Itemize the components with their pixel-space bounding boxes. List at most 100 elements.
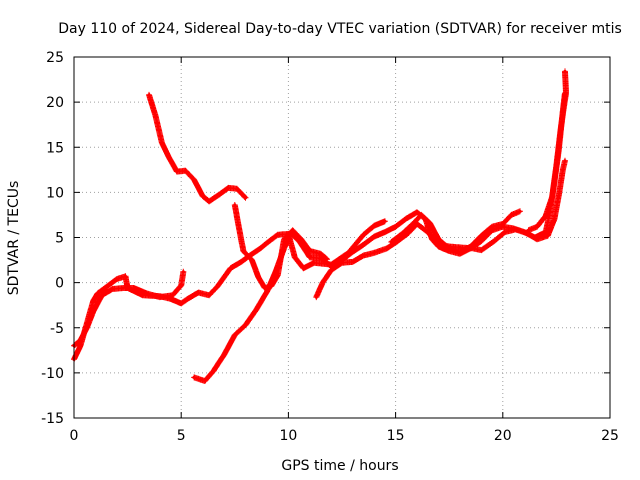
- data-point: [175, 170, 179, 174]
- data-point: [436, 243, 441, 247]
- data-point: [243, 196, 248, 200]
- data-point: [394, 225, 398, 229]
- data-layer: [71, 68, 569, 384]
- series-trace-3: [146, 91, 249, 205]
- data-point: [85, 326, 89, 330]
- data-point: [564, 91, 568, 95]
- data-point: [250, 258, 254, 262]
- data-point: [428, 221, 432, 225]
- chart-title: Day 110 of 2024, Sidereal Day-to-day VTE…: [58, 21, 622, 37]
- data-point: [115, 277, 119, 281]
- plot-frame: [73, 56, 611, 419]
- x-tick-label: 5: [177, 428, 186, 444]
- y-tick-label: 10: [46, 185, 64, 201]
- data-point: [179, 283, 183, 287]
- x-tick-label: 10: [279, 428, 297, 444]
- data-point: [207, 293, 211, 297]
- data-point: [372, 251, 376, 255]
- data-point: [312, 261, 316, 265]
- data-point: [325, 257, 329, 261]
- data-point: [563, 159, 567, 163]
- data-point: [415, 210, 419, 214]
- data-point: [372, 224, 376, 228]
- data-point: [361, 253, 366, 258]
- data-point: [233, 203, 237, 207]
- y-tick-label: 15: [46, 140, 64, 156]
- data-point: [192, 375, 196, 379]
- data-point: [479, 234, 483, 238]
- data-point: [282, 237, 286, 241]
- data-point: [479, 248, 483, 252]
- data-point: [123, 274, 128, 278]
- data-point: [492, 239, 496, 243]
- data-point: [183, 169, 188, 173]
- data-point: [361, 233, 366, 237]
- data-point: [509, 213, 513, 217]
- data-point: [351, 260, 355, 264]
- y-tick-label: -5: [50, 321, 64, 337]
- data-point: [458, 245, 462, 250]
- x-tick-label: 20: [494, 428, 512, 444]
- data-point: [181, 270, 185, 274]
- data-point: [400, 232, 404, 236]
- data-point: [263, 286, 267, 290]
- data-point: [186, 297, 190, 301]
- data-point: [563, 69, 567, 74]
- data-point: [361, 243, 366, 247]
- data-point: [546, 234, 550, 238]
- data-point: [121, 286, 125, 290]
- data-point: [201, 194, 205, 198]
- data-point: [556, 195, 561, 199]
- data-point: [535, 225, 539, 229]
- data-point: [276, 273, 280, 278]
- data-point: [389, 240, 393, 244]
- data-point: [544, 214, 548, 218]
- data-point: [226, 186, 230, 190]
- data-point: [158, 295, 162, 299]
- data-point: [372, 234, 376, 239]
- x-tick-label: 0: [70, 428, 79, 444]
- data-point: [235, 187, 239, 191]
- data-point: [321, 281, 325, 285]
- y-tick-label: 0: [55, 276, 64, 292]
- series-trace-6: [313, 157, 568, 301]
- x-tick-label: 15: [387, 428, 405, 444]
- data-point: [458, 250, 462, 254]
- y-tick-label: -10: [41, 366, 64, 382]
- x-axis-label: GPS time / hours: [281, 458, 398, 474]
- series-trace-7: [388, 208, 523, 255]
- data-point: [490, 225, 494, 229]
- data-point: [258, 246, 263, 250]
- data-point: [447, 246, 451, 250]
- data-point: [203, 379, 207, 383]
- data-point: [479, 239, 483, 243]
- data-point: [216, 284, 220, 288]
- data-point: [207, 199, 211, 203]
- data-point: [91, 299, 95, 303]
- data-point: [552, 217, 556, 222]
- y-tick-label: 5: [55, 231, 64, 247]
- data-point: [147, 93, 151, 97]
- data-point: [241, 249, 245, 253]
- data-point: [526, 228, 531, 232]
- data-point: [179, 301, 183, 305]
- data-point: [110, 287, 115, 291]
- data-point: [524, 231, 528, 235]
- data-point: [276, 233, 280, 237]
- data-point: [308, 255, 312, 259]
- data-point: [265, 241, 269, 245]
- y-tick-label: 20: [46, 95, 64, 111]
- data-point: [562, 105, 566, 109]
- data-point: [171, 293, 175, 297]
- data-point: [419, 213, 423, 217]
- data-point: [243, 323, 248, 327]
- data-point: [514, 227, 518, 231]
- data-point: [501, 222, 505, 226]
- data-point: [166, 154, 170, 158]
- data-point: [340, 261, 344, 265]
- data-point: [318, 252, 323, 256]
- data-point: [385, 246, 389, 250]
- y-tick-label: -15: [41, 411, 64, 427]
- data-point: [469, 244, 473, 249]
